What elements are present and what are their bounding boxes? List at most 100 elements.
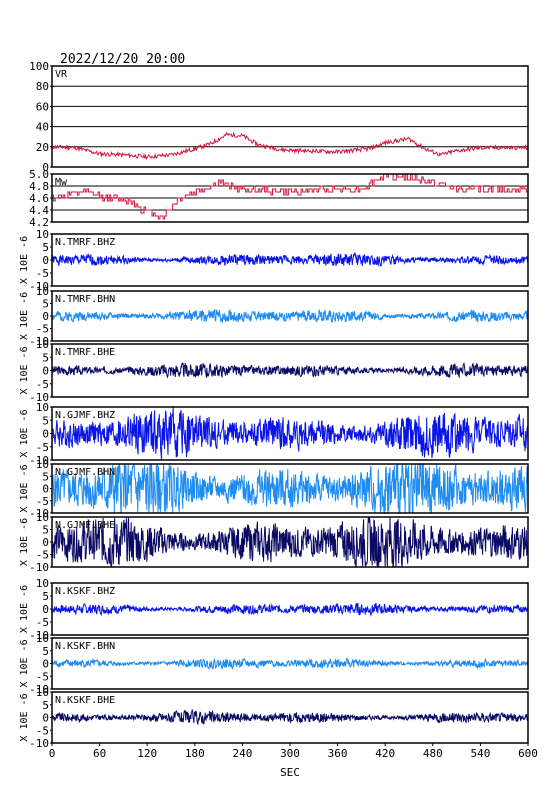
y-tick-label: -10	[29, 335, 49, 348]
panel-label: N.TMRF.BHZ	[55, 237, 115, 248]
x-tick-label: 180	[185, 747, 205, 760]
y-tick-label: 5	[42, 470, 49, 483]
y-tick-label: -10	[29, 454, 49, 467]
y-tick-label: 0	[42, 658, 49, 671]
y-tick-label: 0	[42, 712, 49, 725]
y-tick-label: 4.2	[29, 216, 49, 229]
y-tick-label: -10	[29, 280, 49, 293]
x-tick-label: 420	[375, 747, 395, 760]
y-axis-label: X 10E -6	[19, 292, 30, 340]
chart-timestamp: 2022/12/20 20:00	[60, 52, 185, 67]
y-tick-label: 5	[42, 414, 49, 427]
y-tick-label: -5	[36, 323, 49, 336]
y-tick-label: -10	[29, 737, 49, 750]
x-axis: 0 60 120 180 240 300 360 420 480 540 600	[49, 743, 538, 760]
y-tick-label: -5	[36, 267, 49, 280]
x-tick-label: 600	[518, 747, 538, 760]
y-tick-label: 0	[42, 483, 49, 496]
x-tick-label: 120	[137, 747, 157, 760]
x-tick-label: 240	[232, 747, 252, 760]
x-tick-label: 300	[280, 747, 300, 760]
y-tick-label: -5	[36, 495, 49, 508]
panel-1: 4.24.44.64.85.0 Mw	[29, 168, 529, 229]
y-tick-label: 10	[36, 401, 49, 414]
y-axis-label: X 10E -6	[19, 464, 30, 512]
y-tick-label: 5	[42, 645, 49, 658]
y-tick-label: -5	[36, 378, 49, 391]
panel-label: VR	[55, 69, 68, 80]
y-tick-label: 4.6	[29, 192, 49, 205]
y-axis-label: X 10E -6	[19, 639, 30, 687]
series-line	[51, 708, 529, 726]
panel-label: N.KSKF.BHN	[55, 641, 115, 652]
y-tick-label: 4.4	[29, 204, 49, 217]
panel-label: N.TMRF.BHN	[55, 294, 115, 305]
y-tick-label: 60	[36, 100, 49, 113]
panel-label: Mw	[55, 177, 68, 188]
y-tick-label: 10	[36, 686, 49, 699]
y-tick-label: 0	[42, 536, 49, 549]
y-tick-label: 5	[42, 351, 49, 364]
panel-label: N.GJMF.BHE	[55, 520, 115, 531]
x-tick-label: 0	[49, 747, 56, 760]
series-line	[51, 406, 529, 461]
y-tick-label: 5	[42, 699, 49, 712]
y-tick-label: 0	[42, 310, 49, 323]
panel-label: N.GJMF.BHN	[55, 467, 115, 478]
x-tick-label: 360	[328, 747, 348, 760]
y-axis-label: X 10E -6	[19, 236, 30, 284]
panel-label: N.KSKF.BHE	[55, 695, 115, 706]
y-tick-label: 40	[36, 121, 49, 134]
y-tick-label: 10	[36, 577, 49, 590]
x-tick-label: 540	[470, 747, 490, 760]
y-tick-label: 80	[36, 80, 49, 93]
panels: 020406080100VR4.24.44.64.85.0Mw-10-50510…	[19, 60, 529, 750]
y-axis-label: X 10E -6	[19, 346, 30, 394]
series-line	[51, 463, 529, 515]
series-line	[51, 602, 529, 617]
y-tick-label: 4.8	[29, 180, 49, 193]
y-tick-label: 5	[42, 524, 49, 537]
y-tick-label: 10	[36, 632, 49, 645]
y-tick-label: -10	[29, 561, 49, 574]
y-tick-label: 10	[36, 458, 49, 471]
y-tick-label: 20	[36, 141, 49, 154]
y-tick-label: 0	[42, 428, 49, 441]
series-line	[51, 131, 529, 161]
y-tick-label: -5	[36, 549, 49, 562]
y-tick-label: -5	[36, 616, 49, 629]
series-line	[51, 516, 529, 568]
x-tick-label: 60	[93, 747, 106, 760]
panel-label: N.KSKF.BHZ	[55, 586, 115, 597]
y-tick-label: -10	[29, 629, 49, 642]
y-axis-label: X 10E -6	[19, 518, 30, 566]
y-tick-label: 10	[36, 285, 49, 298]
y-tick-label: 0	[42, 254, 49, 267]
y-tick-label: -5	[36, 670, 49, 683]
y-tick-label: 0	[42, 365, 49, 378]
y-axis-label: X 10E -6	[19, 409, 30, 457]
y-tick-label: -10	[29, 391, 49, 404]
y-tick-label: -10	[29, 507, 49, 520]
x-tick-label: 480	[423, 747, 443, 760]
y-tick-label: 100	[29, 60, 49, 73]
y-tick-label: 5.0	[29, 168, 49, 181]
series-line	[51, 362, 529, 379]
panel-label: N.GJMF.BHZ	[55, 410, 115, 421]
y-tick-label: -5	[36, 441, 49, 454]
panel-label: N.TMRF.BHE	[55, 347, 115, 358]
y-tick-label: -10	[29, 683, 49, 696]
y-tick-label: 5	[42, 241, 49, 254]
series-line	[51, 657, 529, 671]
y-tick-label: 0	[42, 161, 49, 174]
